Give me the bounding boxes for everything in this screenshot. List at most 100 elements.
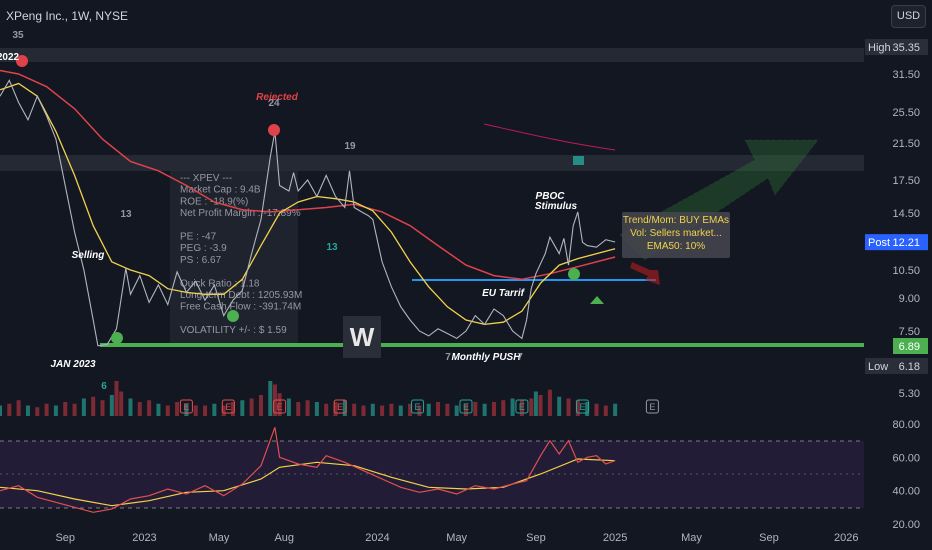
volume-bar	[212, 403, 217, 416]
volume-bar	[128, 398, 133, 416]
volume-bar	[436, 402, 441, 416]
volume-bar	[0, 405, 2, 416]
earnings-marker	[645, 399, 659, 414]
badge-value: 35.35	[892, 42, 920, 54]
annotation: EU Tarrif	[482, 288, 526, 299]
earnings-label: E	[579, 402, 585, 412]
badge-value: 12.21	[892, 237, 920, 249]
volume-bar	[147, 400, 152, 416]
volume-bar	[603, 405, 608, 416]
rejected-marker	[268, 124, 280, 136]
annotations: Rejected Selling JAN 2023 EU Tarrif PBOCStim…	[50, 92, 577, 370]
ema-fast-line	[0, 82, 616, 326]
minor-label: 6	[101, 381, 107, 392]
volume-bar	[529, 398, 534, 416]
time-tick: May	[681, 532, 702, 544]
time-tick: Sep	[55, 532, 75, 544]
earnings-marker	[273, 399, 287, 414]
volume-bar	[81, 398, 86, 416]
volume-bar	[417, 405, 422, 416]
volume-bars	[0, 381, 618, 416]
volume-bar	[109, 395, 114, 416]
info-line: PE : -47	[180, 232, 217, 243]
rsi-tick: 40.00	[892, 486, 920, 498]
price-tick: 10.50	[892, 265, 920, 277]
volume-bar	[91, 396, 96, 416]
badge-label-bg	[865, 39, 895, 56]
volume-bar	[296, 402, 301, 416]
breakout-marker	[568, 268, 580, 280]
volume-bar	[445, 403, 450, 416]
badge-value: 6.18	[899, 361, 920, 373]
rsi-tick: 60.00	[892, 452, 920, 464]
price-tick: 17.50	[892, 175, 920, 187]
currency-button[interactable]: USD	[891, 5, 926, 28]
time-tick: 2026	[834, 532, 858, 544]
volume-bar	[231, 402, 235, 416]
annotation: Stimulus	[535, 201, 578, 212]
ema-slow-line	[0, 69, 616, 281]
badge-label: High	[868, 42, 891, 54]
info-line: Free Cash Flow : -391.74M	[180, 302, 301, 313]
earnings-label: E	[277, 402, 283, 412]
volume-bar	[333, 402, 338, 416]
volume-bar	[119, 391, 124, 416]
volume-bar	[72, 403, 77, 416]
volume-bar	[165, 405, 170, 416]
minor-label: 7	[517, 352, 523, 363]
volume-bar	[258, 395, 263, 416]
time-tick: 2024	[365, 532, 389, 544]
info-line: Long-term Debt : 1205.93M	[180, 290, 302, 301]
volume-bar	[473, 402, 478, 416]
earnings-marker	[221, 399, 235, 414]
rsi-line	[0, 427, 616, 513]
price-tick: 25.50	[892, 107, 920, 119]
info-line: --- XPEV ---	[180, 173, 232, 184]
volume-bar	[482, 403, 487, 416]
volume-bar	[114, 381, 119, 416]
volume-bar	[44, 403, 49, 416]
low-marker-may	[227, 310, 239, 322]
price-tick: 5.30	[899, 388, 920, 400]
volume-bar	[361, 405, 366, 416]
volume-bar	[203, 405, 208, 416]
minor-label: 13	[326, 242, 338, 253]
annotation: Selling	[72, 250, 105, 261]
price-tick: 31.50	[892, 69, 920, 81]
w-pattern-label: W	[343, 316, 381, 358]
volume-bar	[380, 405, 385, 416]
rsi-tick: 20.00	[892, 519, 920, 531]
tooltip-line-1: Trend/Mom: BUY EMAs	[622, 215, 730, 226]
chart-title: XPeng Inc., 1W, NYSE	[6, 9, 129, 23]
time-tick: Sep	[526, 532, 546, 544]
earnings-marker	[411, 399, 425, 414]
buy-triangle	[590, 296, 604, 304]
volume-bar	[538, 395, 543, 416]
signal-tooltip: Trend/Mom: BUY EMAs Vol: Sellers market.…	[622, 212, 730, 258]
volume-bar	[408, 403, 413, 416]
volume-bar	[137, 402, 142, 416]
volume-bar	[240, 400, 245, 416]
earnings-label: E	[463, 402, 469, 412]
price-tick: 14.50	[892, 208, 920, 220]
earnings-label: E	[649, 402, 655, 412]
rsi-tick: 80.00	[892, 419, 920, 431]
volume-bar	[510, 398, 515, 416]
volume-bar	[16, 400, 21, 416]
annotation: Rejected	[256, 92, 299, 103]
volume-bar	[613, 403, 618, 416]
annotation: Monthly PUSH	[452, 352, 522, 363]
earnings-marker	[179, 399, 193, 414]
earnings-label: E	[183, 402, 189, 412]
time-tick: Sep	[759, 532, 779, 544]
volume-bar	[156, 403, 161, 416]
down-arrow	[630, 262, 660, 285]
minor-label: 35	[12, 30, 24, 41]
volume-bar	[342, 400, 347, 416]
flag-icon	[573, 156, 584, 165]
badge-label-bg	[865, 234, 895, 251]
minor-label: 19	[344, 141, 356, 152]
volume-bar	[557, 396, 562, 416]
